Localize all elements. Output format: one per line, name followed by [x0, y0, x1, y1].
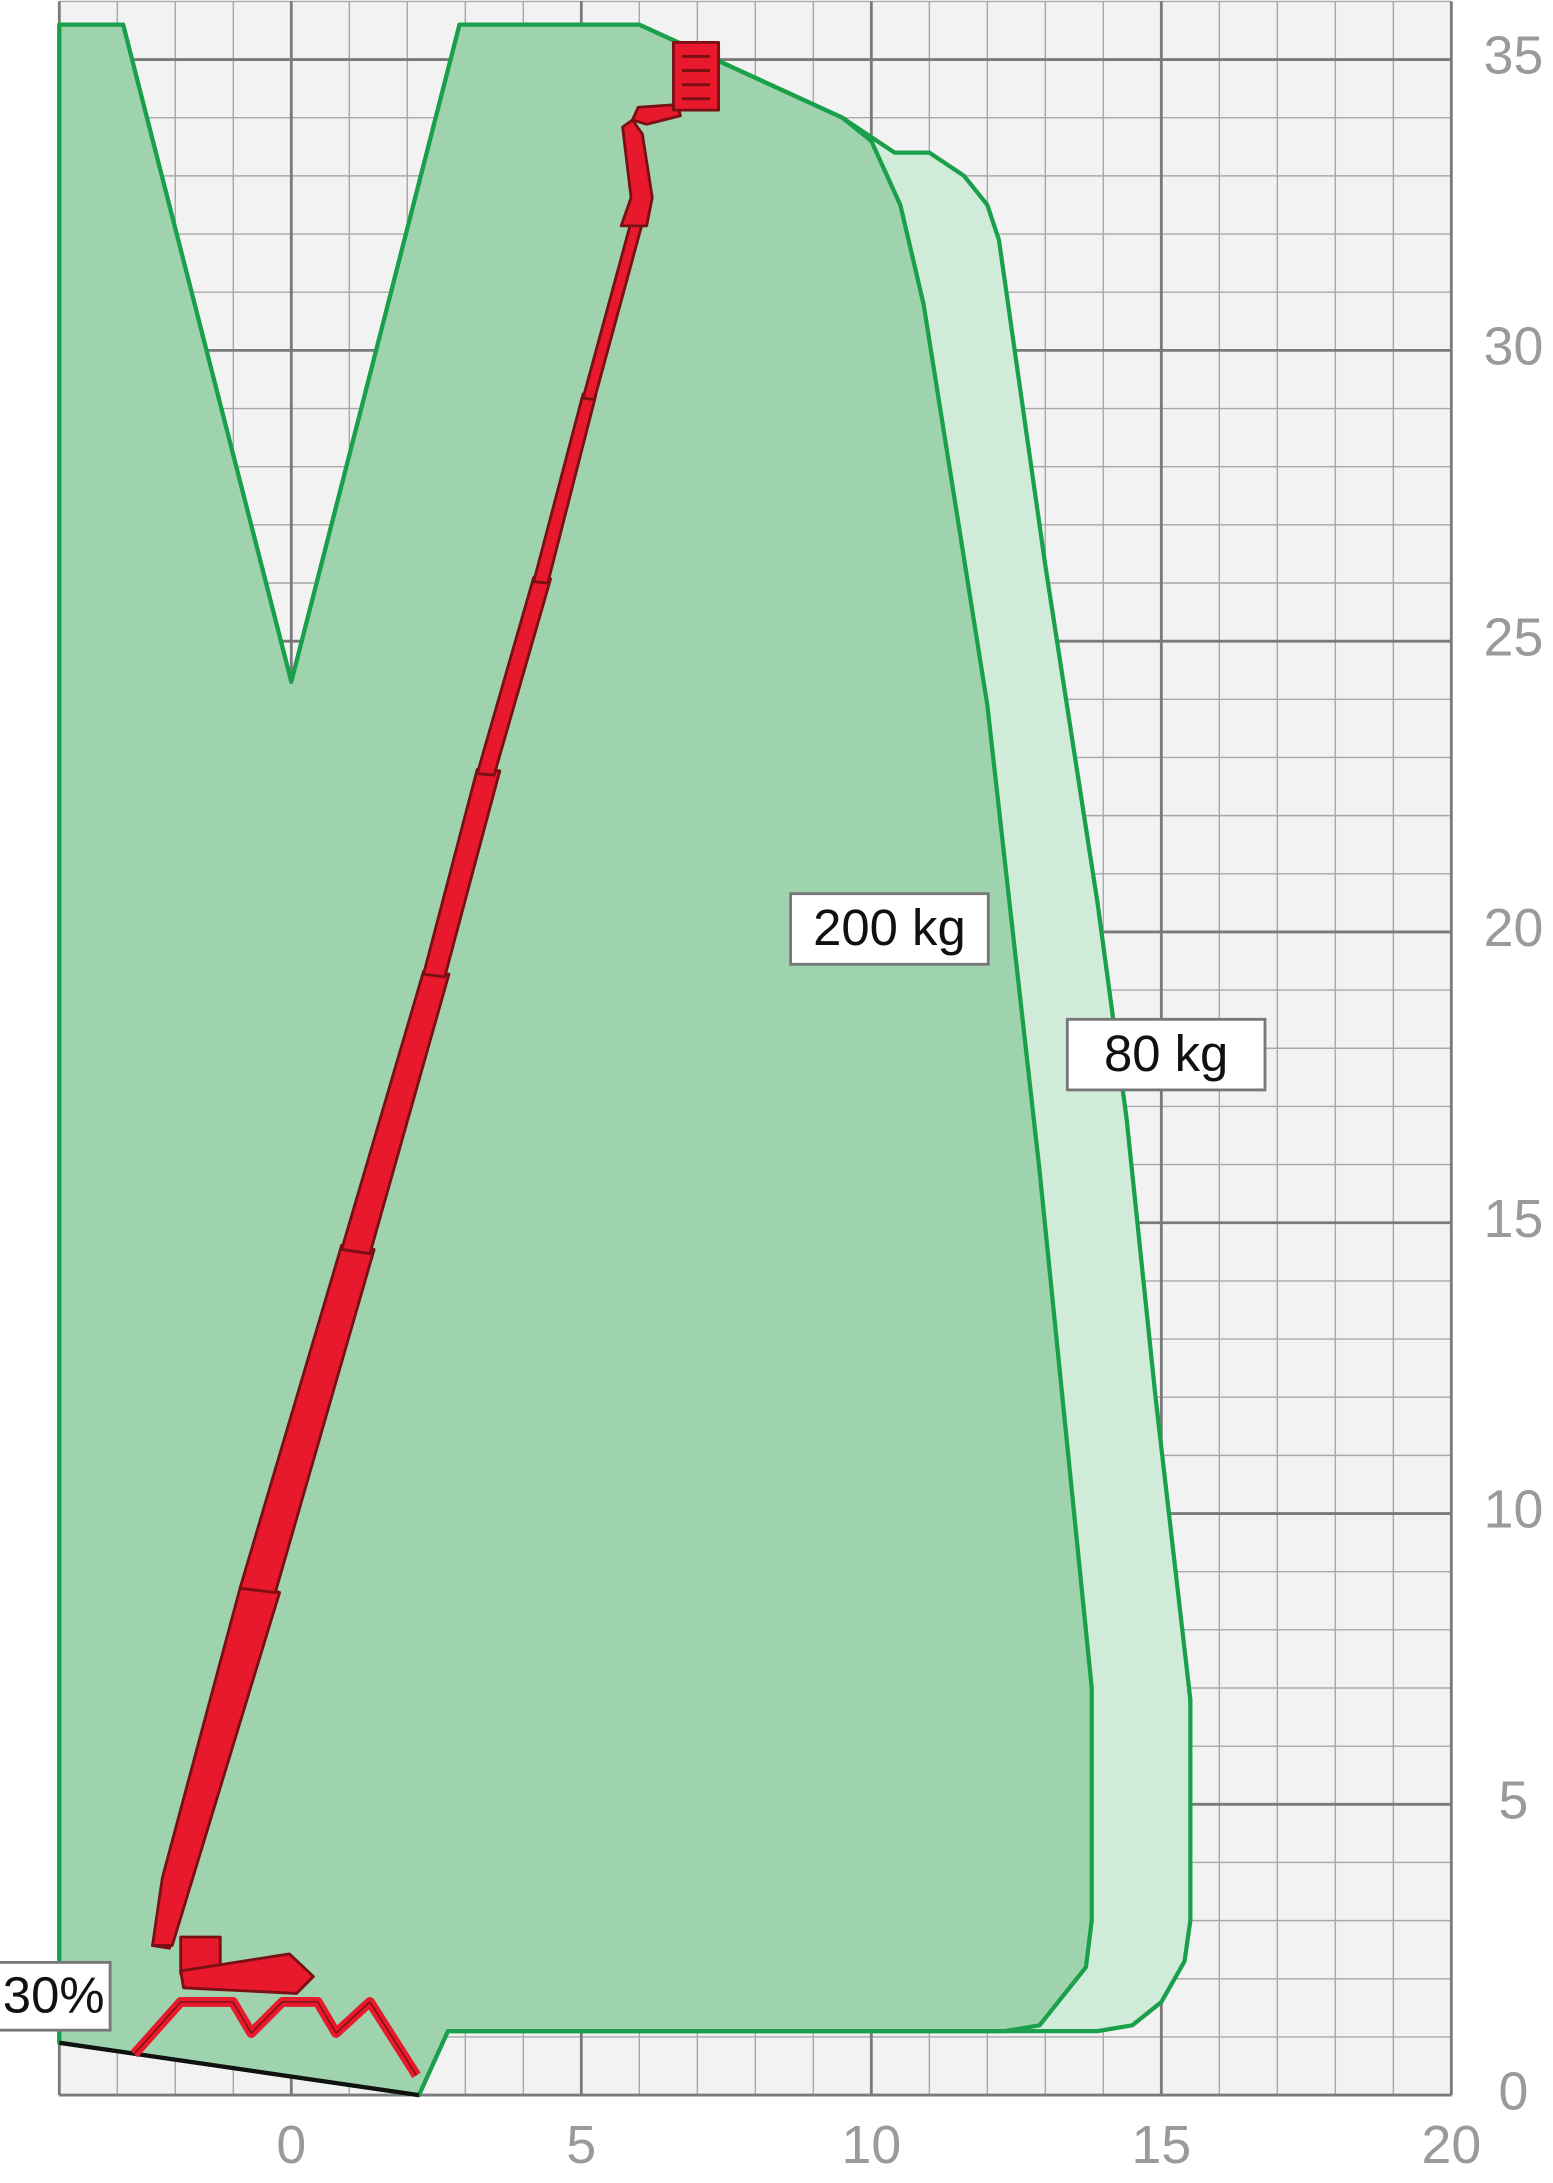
x-tick-label: 15	[1132, 2115, 1192, 2175]
chassis	[179, 1952, 315, 1995]
boom-section	[475, 576, 553, 777]
boom	[130, 40, 721, 2078]
y-tick-label: 25	[1484, 607, 1544, 667]
jib	[619, 118, 654, 228]
outrigger-outline	[133, 2001, 418, 2076]
legend-label: 80 kg	[1104, 1025, 1228, 1082]
boom-section	[238, 1243, 376, 1594]
x-tick-label: 0	[276, 2115, 306, 2175]
x-tick-label: 10	[841, 2115, 901, 2175]
x-tick-label: 20	[1422, 2115, 1482, 2175]
labels: 0 5 10 15 20 0 5 10 15 20 25 30 35 80 kg 200 kg 30%	[0, 26, 1543, 2175]
legend-label-box	[1065, 1017, 1267, 1092]
y-tick-label: 10	[1484, 1480, 1544, 1540]
boom-section	[151, 1586, 281, 1947]
y-tick-label: 15	[1484, 1189, 1544, 1249]
boom-section	[422, 768, 502, 979]
areas	[57, 22, 1193, 2098]
y-tick-label: 5	[1499, 1770, 1529, 1830]
legend-label-box	[789, 892, 990, 966]
boom-section	[340, 969, 451, 1256]
working-envelope	[57, 22, 1094, 2098]
annotation: 30%	[3, 1967, 105, 2024]
y-tick-label: 0	[1499, 2061, 1529, 2121]
basket-rails	[681, 55, 711, 101]
y-tick-label: 30	[1484, 317, 1544, 377]
y-tick-label: 20	[1484, 898, 1544, 958]
x-tick-label: 5	[566, 2115, 596, 2175]
slope-edge	[58, 2040, 420, 2098]
legend-label: 200 kg	[813, 899, 966, 956]
y-tick-label: 35	[1484, 26, 1544, 86]
annotation-box	[0, 1960, 112, 2032]
